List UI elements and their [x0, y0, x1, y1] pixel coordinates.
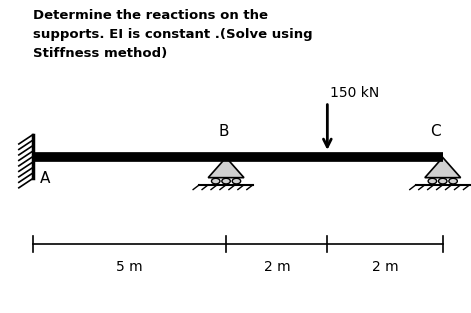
Polygon shape	[425, 157, 461, 178]
Circle shape	[211, 178, 220, 184]
Text: 2 m: 2 m	[264, 260, 290, 274]
Polygon shape	[208, 157, 244, 178]
Circle shape	[428, 178, 437, 184]
Text: B: B	[219, 124, 229, 139]
Circle shape	[222, 178, 230, 184]
Text: 5 m: 5 m	[116, 260, 143, 274]
Circle shape	[449, 178, 457, 184]
Text: A: A	[40, 171, 50, 186]
Circle shape	[439, 178, 447, 184]
Circle shape	[232, 178, 241, 184]
Text: Determine the reactions on the
supports. EI is constant .(Solve using
Stiffness : Determine the reactions on the supports.…	[33, 9, 313, 60]
Text: 2 m: 2 m	[372, 260, 398, 274]
Text: C: C	[430, 124, 441, 139]
Text: 150 kN: 150 kN	[330, 86, 379, 100]
